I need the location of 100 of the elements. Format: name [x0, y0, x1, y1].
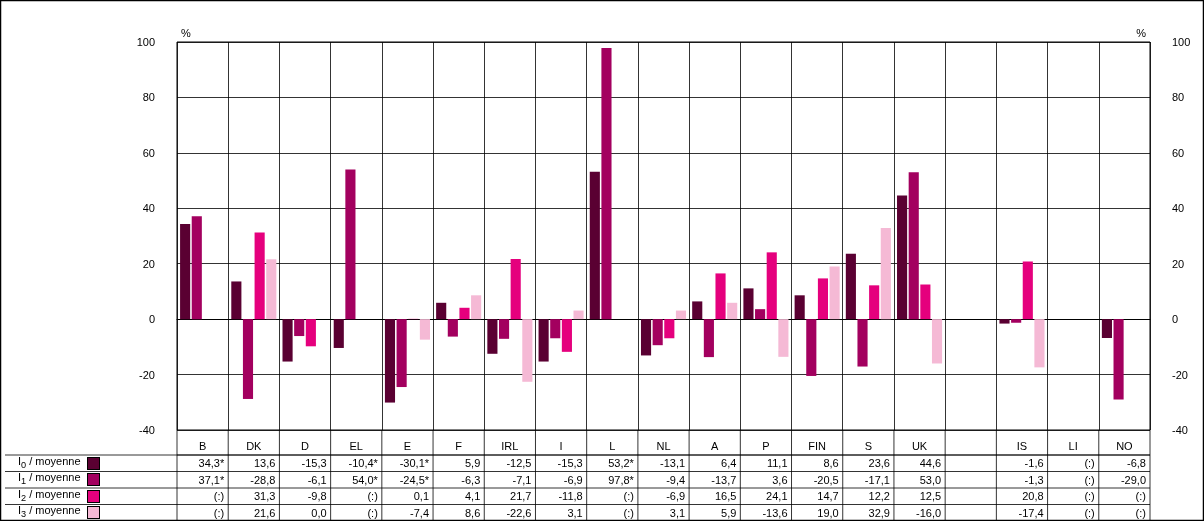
text: (:)	[1084, 490, 1095, 503]
data-label: 53,0	[919, 473, 942, 486]
data-label: -15,3	[557, 457, 583, 470]
data-label: 53,2*	[608, 457, 635, 470]
data-label: 31,3	[254, 490, 276, 503]
bar	[755, 309, 766, 320]
bar	[589, 171, 600, 320]
text: (:)	[1135, 506, 1146, 519]
data-label: 16,5	[714, 490, 737, 503]
x-tick-label: UK	[911, 439, 928, 452]
data-label: -20,5	[813, 473, 839, 486]
data-label: -13,1	[660, 457, 686, 470]
bar	[806, 319, 817, 376]
data-label: 21,6	[254, 506, 276, 519]
bar	[715, 273, 726, 320]
bar	[294, 319, 305, 337]
data-label: -7,1	[512, 473, 532, 486]
bar	[522, 319, 533, 382]
x-tick-label: F	[455, 439, 463, 452]
bar	[510, 259, 521, 320]
bar	[817, 278, 829, 320]
data-label: -29,0	[1120, 473, 1146, 486]
bar	[447, 319, 458, 337]
data-label: 13,6	[254, 457, 276, 470]
data-label: 5,9	[721, 506, 737, 519]
text: (:)	[367, 506, 378, 519]
data-label: 4,1	[464, 490, 481, 503]
data-label: 0,0	[311, 506, 327, 519]
bar	[743, 288, 754, 320]
data-label: 3,6	[772, 473, 788, 486]
data-label: 0,1	[413, 490, 430, 503]
data-label: -17,4	[1018, 506, 1044, 519]
text: (:)	[1084, 506, 1095, 519]
y-tick-label: 100	[136, 36, 155, 48]
data-label: -13,7	[711, 473, 737, 486]
data-label: -1,6	[1024, 457, 1044, 470]
bar	[931, 319, 943, 364]
data-label: 11,1	[766, 457, 788, 470]
bar	[857, 319, 868, 367]
bar	[573, 310, 584, 320]
bar	[1011, 319, 1022, 323]
data-label: 34,3*	[198, 457, 225, 470]
bar	[897, 195, 908, 320]
bar	[498, 319, 510, 339]
y-tick-label: 80	[142, 91, 155, 104]
data-label: 54,0*	[352, 473, 379, 486]
data-label: -30,1*	[399, 457, 430, 470]
bar	[282, 319, 293, 362]
data-label: 97,8*	[608, 473, 635, 486]
bar	[829, 266, 840, 320]
x-tick-label: B	[198, 439, 207, 452]
data-label: -12,5	[506, 457, 532, 470]
text: (:)	[1135, 490, 1146, 503]
data-label: 44,6	[919, 457, 942, 470]
bar	[561, 319, 572, 352]
data-label: -6,9	[666, 490, 686, 503]
bar	[999, 319, 1010, 324]
bar	[640, 319, 652, 356]
bar	[1022, 261, 1033, 320]
bar	[538, 319, 549, 362]
y-tick-label: 40	[142, 202, 155, 215]
y-tick-label: 0	[148, 313, 155, 326]
bar	[471, 295, 482, 320]
legend-label: I$_{1}$ / moyenne	[18, 471, 81, 488]
data-label: -13,6	[762, 506, 788, 519]
data-label: -28,8	[250, 473, 276, 486]
data-label: 23,6	[868, 457, 890, 470]
bar	[652, 319, 663, 346]
data-label: 3,1	[567, 506, 583, 519]
data-label: 12,5	[919, 490, 942, 503]
data-label: -1,3	[1024, 473, 1044, 486]
x-tick-label: S	[864, 439, 873, 452]
bar	[794, 295, 805, 320]
bar	[766, 252, 777, 320]
x-tick-label: IRL	[501, 439, 519, 452]
bar	[180, 224, 191, 320]
x-tick-label: DK	[246, 439, 263, 452]
y2-tick-label: 60	[1172, 146, 1185, 159]
data-label: 8,6	[823, 457, 839, 470]
bar	[1034, 319, 1045, 368]
data-label: 20,8	[1022, 490, 1044, 503]
x-tick-label: EL	[349, 439, 363, 452]
x-tick-label: I	[559, 439, 563, 452]
bar	[333, 319, 344, 348]
bar	[384, 319, 396, 403]
bar	[231, 281, 242, 320]
bar	[191, 216, 202, 320]
y-tick-label: 20	[142, 257, 155, 270]
bar	[920, 284, 931, 320]
data-label: 6,4	[721, 457, 737, 470]
data-label: -22,6	[506, 506, 532, 519]
bar	[1113, 319, 1124, 400]
data-label: -6,1	[307, 473, 327, 486]
y2-tick-label: 0	[1172, 313, 1179, 326]
data-label: -7,4	[410, 506, 430, 519]
bar	[703, 319, 714, 358]
y-tick-label: -20	[139, 368, 155, 381]
data-label: 3,1	[669, 506, 686, 519]
x-tick-label: L	[609, 439, 616, 452]
data-label: 8,6	[464, 506, 481, 519]
